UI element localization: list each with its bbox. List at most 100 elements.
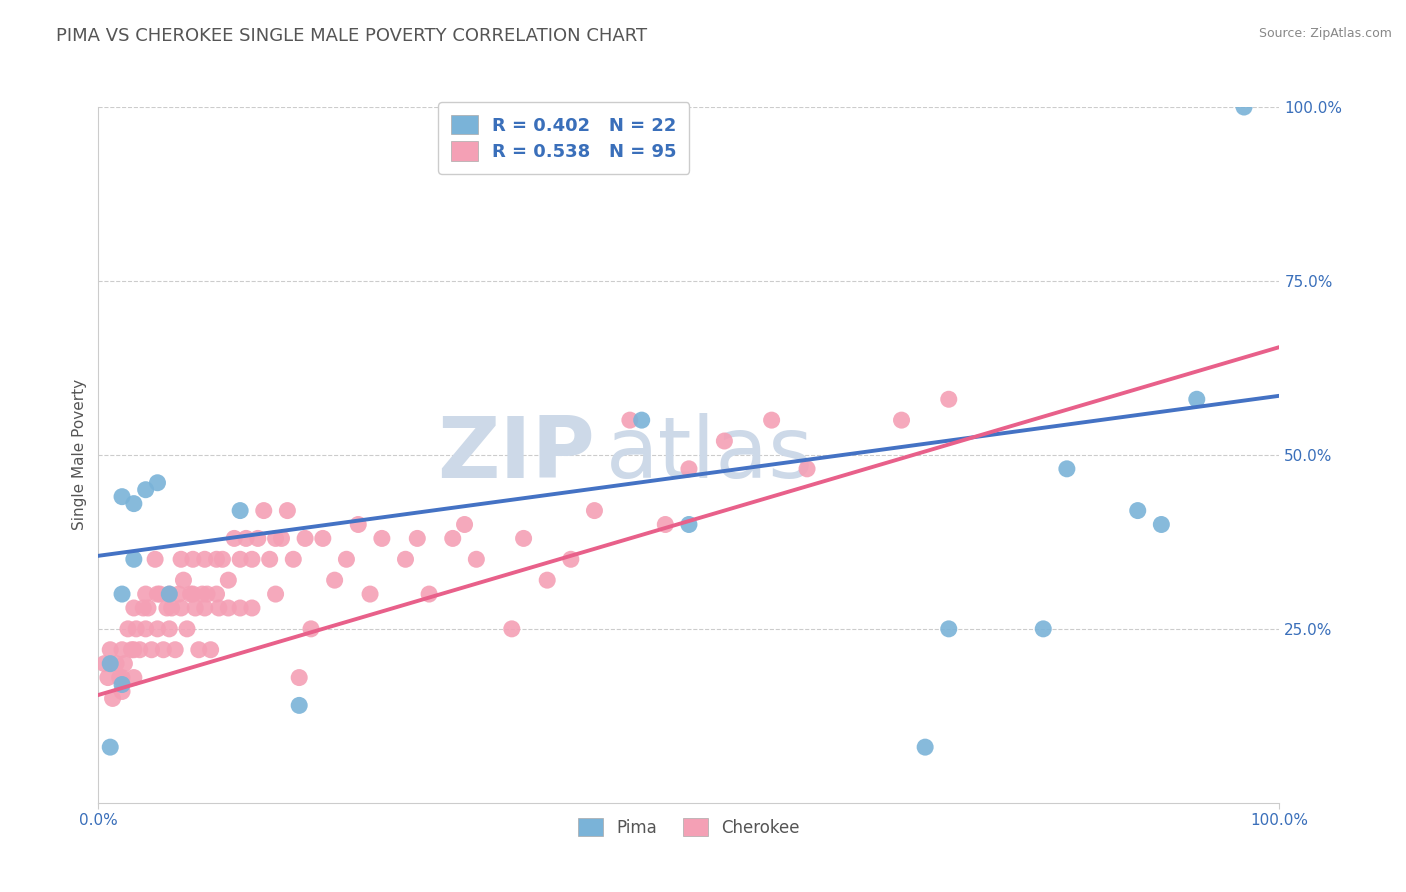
Text: PIMA VS CHEROKEE SINGLE MALE POVERTY CORRELATION CHART: PIMA VS CHEROKEE SINGLE MALE POVERTY COR… (56, 27, 647, 45)
Point (101, 691, 124, 706)
Point (121, 642, 143, 657)
Point (149, 587, 172, 601)
Point (264, 587, 287, 601)
Point (132, 601, 155, 615)
Point (167, 587, 190, 601)
Point (157, 587, 180, 601)
Point (406, 532, 429, 546)
Point (111, 677, 134, 691)
Point (1150, 517, 1173, 532)
Point (335, 552, 357, 566)
Point (146, 475, 169, 490)
Point (418, 587, 440, 601)
Point (229, 552, 252, 566)
Point (619, 413, 641, 427)
Point (276, 503, 298, 517)
Point (229, 503, 252, 517)
Point (108, 671, 131, 685)
Text: atlas: atlas (606, 413, 814, 497)
Point (678, 462, 700, 476)
Point (111, 642, 134, 657)
Point (938, 622, 960, 636)
Point (157, 622, 180, 636)
Point (172, 573, 194, 587)
Point (914, 740, 936, 755)
Point (122, 671, 145, 685)
Point (259, 552, 281, 566)
Point (156, 601, 179, 615)
Point (195, 587, 218, 601)
Point (465, 552, 488, 566)
Point (453, 517, 475, 532)
Point (1233, 100, 1256, 114)
Point (125, 622, 148, 636)
Point (240, 552, 263, 566)
Point (170, 601, 193, 615)
Point (217, 601, 239, 615)
Point (224, 532, 246, 546)
Point (143, 552, 166, 566)
Point (205, 587, 228, 601)
Point (713, 434, 735, 448)
Point (678, 517, 700, 532)
Point (111, 490, 134, 504)
Point (235, 532, 257, 546)
Point (165, 642, 187, 657)
Point (560, 552, 582, 566)
Point (146, 587, 169, 601)
Point (536, 573, 558, 587)
Point (122, 601, 145, 615)
Point (194, 601, 217, 615)
Point (270, 532, 292, 546)
Point (299, 622, 322, 636)
Point (583, 503, 606, 517)
Point (323, 573, 346, 587)
Point (246, 532, 269, 546)
Point (761, 413, 783, 427)
Point (98, 740, 121, 755)
Point (111, 587, 134, 601)
Point (160, 601, 183, 615)
Point (146, 622, 169, 636)
Point (111, 684, 134, 698)
Point (1126, 503, 1149, 517)
Point (180, 587, 202, 601)
Point (264, 532, 287, 546)
Point (200, 642, 222, 657)
Point (191, 587, 214, 601)
Point (157, 587, 180, 601)
Point (128, 642, 150, 657)
Point (394, 552, 416, 566)
Point (211, 552, 233, 566)
Point (501, 622, 523, 636)
Point (135, 587, 157, 601)
Point (152, 642, 174, 657)
Point (294, 532, 316, 546)
Point (135, 483, 157, 497)
Point (135, 622, 157, 636)
Point (253, 503, 276, 517)
Point (283, 552, 305, 566)
Point (122, 497, 145, 511)
Point (122, 552, 145, 566)
Point (1032, 622, 1054, 636)
Point (112, 657, 135, 671)
Point (98, 657, 121, 671)
Point (105, 657, 128, 671)
Point (359, 587, 381, 601)
Point (240, 601, 263, 615)
Legend: Pima, Cherokee: Pima, Cherokee (572, 811, 806, 843)
Point (141, 642, 163, 657)
Point (288, 698, 311, 713)
Point (288, 671, 311, 685)
Point (890, 413, 912, 427)
Y-axis label: Single Male Poverty: Single Male Poverty (72, 379, 87, 531)
Point (111, 671, 134, 685)
Point (176, 622, 198, 636)
Point (441, 532, 464, 546)
Point (136, 601, 159, 615)
Point (205, 552, 228, 566)
Point (181, 587, 204, 601)
Text: ZIP: ZIP (437, 413, 595, 497)
Point (630, 413, 652, 427)
